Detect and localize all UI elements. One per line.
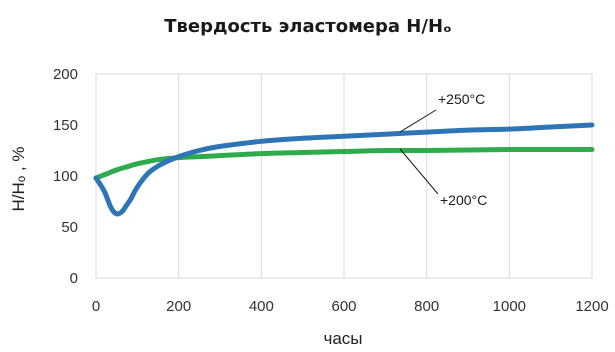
x-axis-label: часы: [323, 329, 362, 348]
y-axis-label: H/Hₒ , %: [9, 147, 28, 212]
annotation-label: +200°C: [440, 192, 487, 208]
series-line-250c: [93, 122, 595, 217]
x-tick-label: 600: [331, 298, 356, 315]
annotation-leader-line: [399, 148, 439, 195]
series-line-200c: [93, 146, 595, 181]
plot-area: 0 200 400 600 800 1000 1200 0 50 100 150 200 +250°C +…: [53, 66, 609, 315]
y-tick-label: 150: [53, 117, 78, 134]
x-tick-label: 0: [92, 298, 100, 315]
y-tick-label: 100: [53, 168, 78, 185]
x-tick-label: 400: [249, 298, 274, 315]
y-tick-label: 50: [61, 219, 78, 236]
x-tick-label: 800: [414, 298, 439, 315]
x-tick-label: 1000: [493, 298, 526, 315]
annotation-label: +250°C: [438, 91, 485, 107]
y-tick-label: 200: [53, 66, 78, 83]
x-tick-label: 1200: [575, 298, 608, 315]
annotation-leader-line: [399, 109, 437, 133]
x-tick-label: 200: [166, 298, 191, 315]
y-tick-label: 0: [70, 270, 78, 287]
chart-title: Твердость эластомера H/Hₒ: [164, 16, 452, 37]
